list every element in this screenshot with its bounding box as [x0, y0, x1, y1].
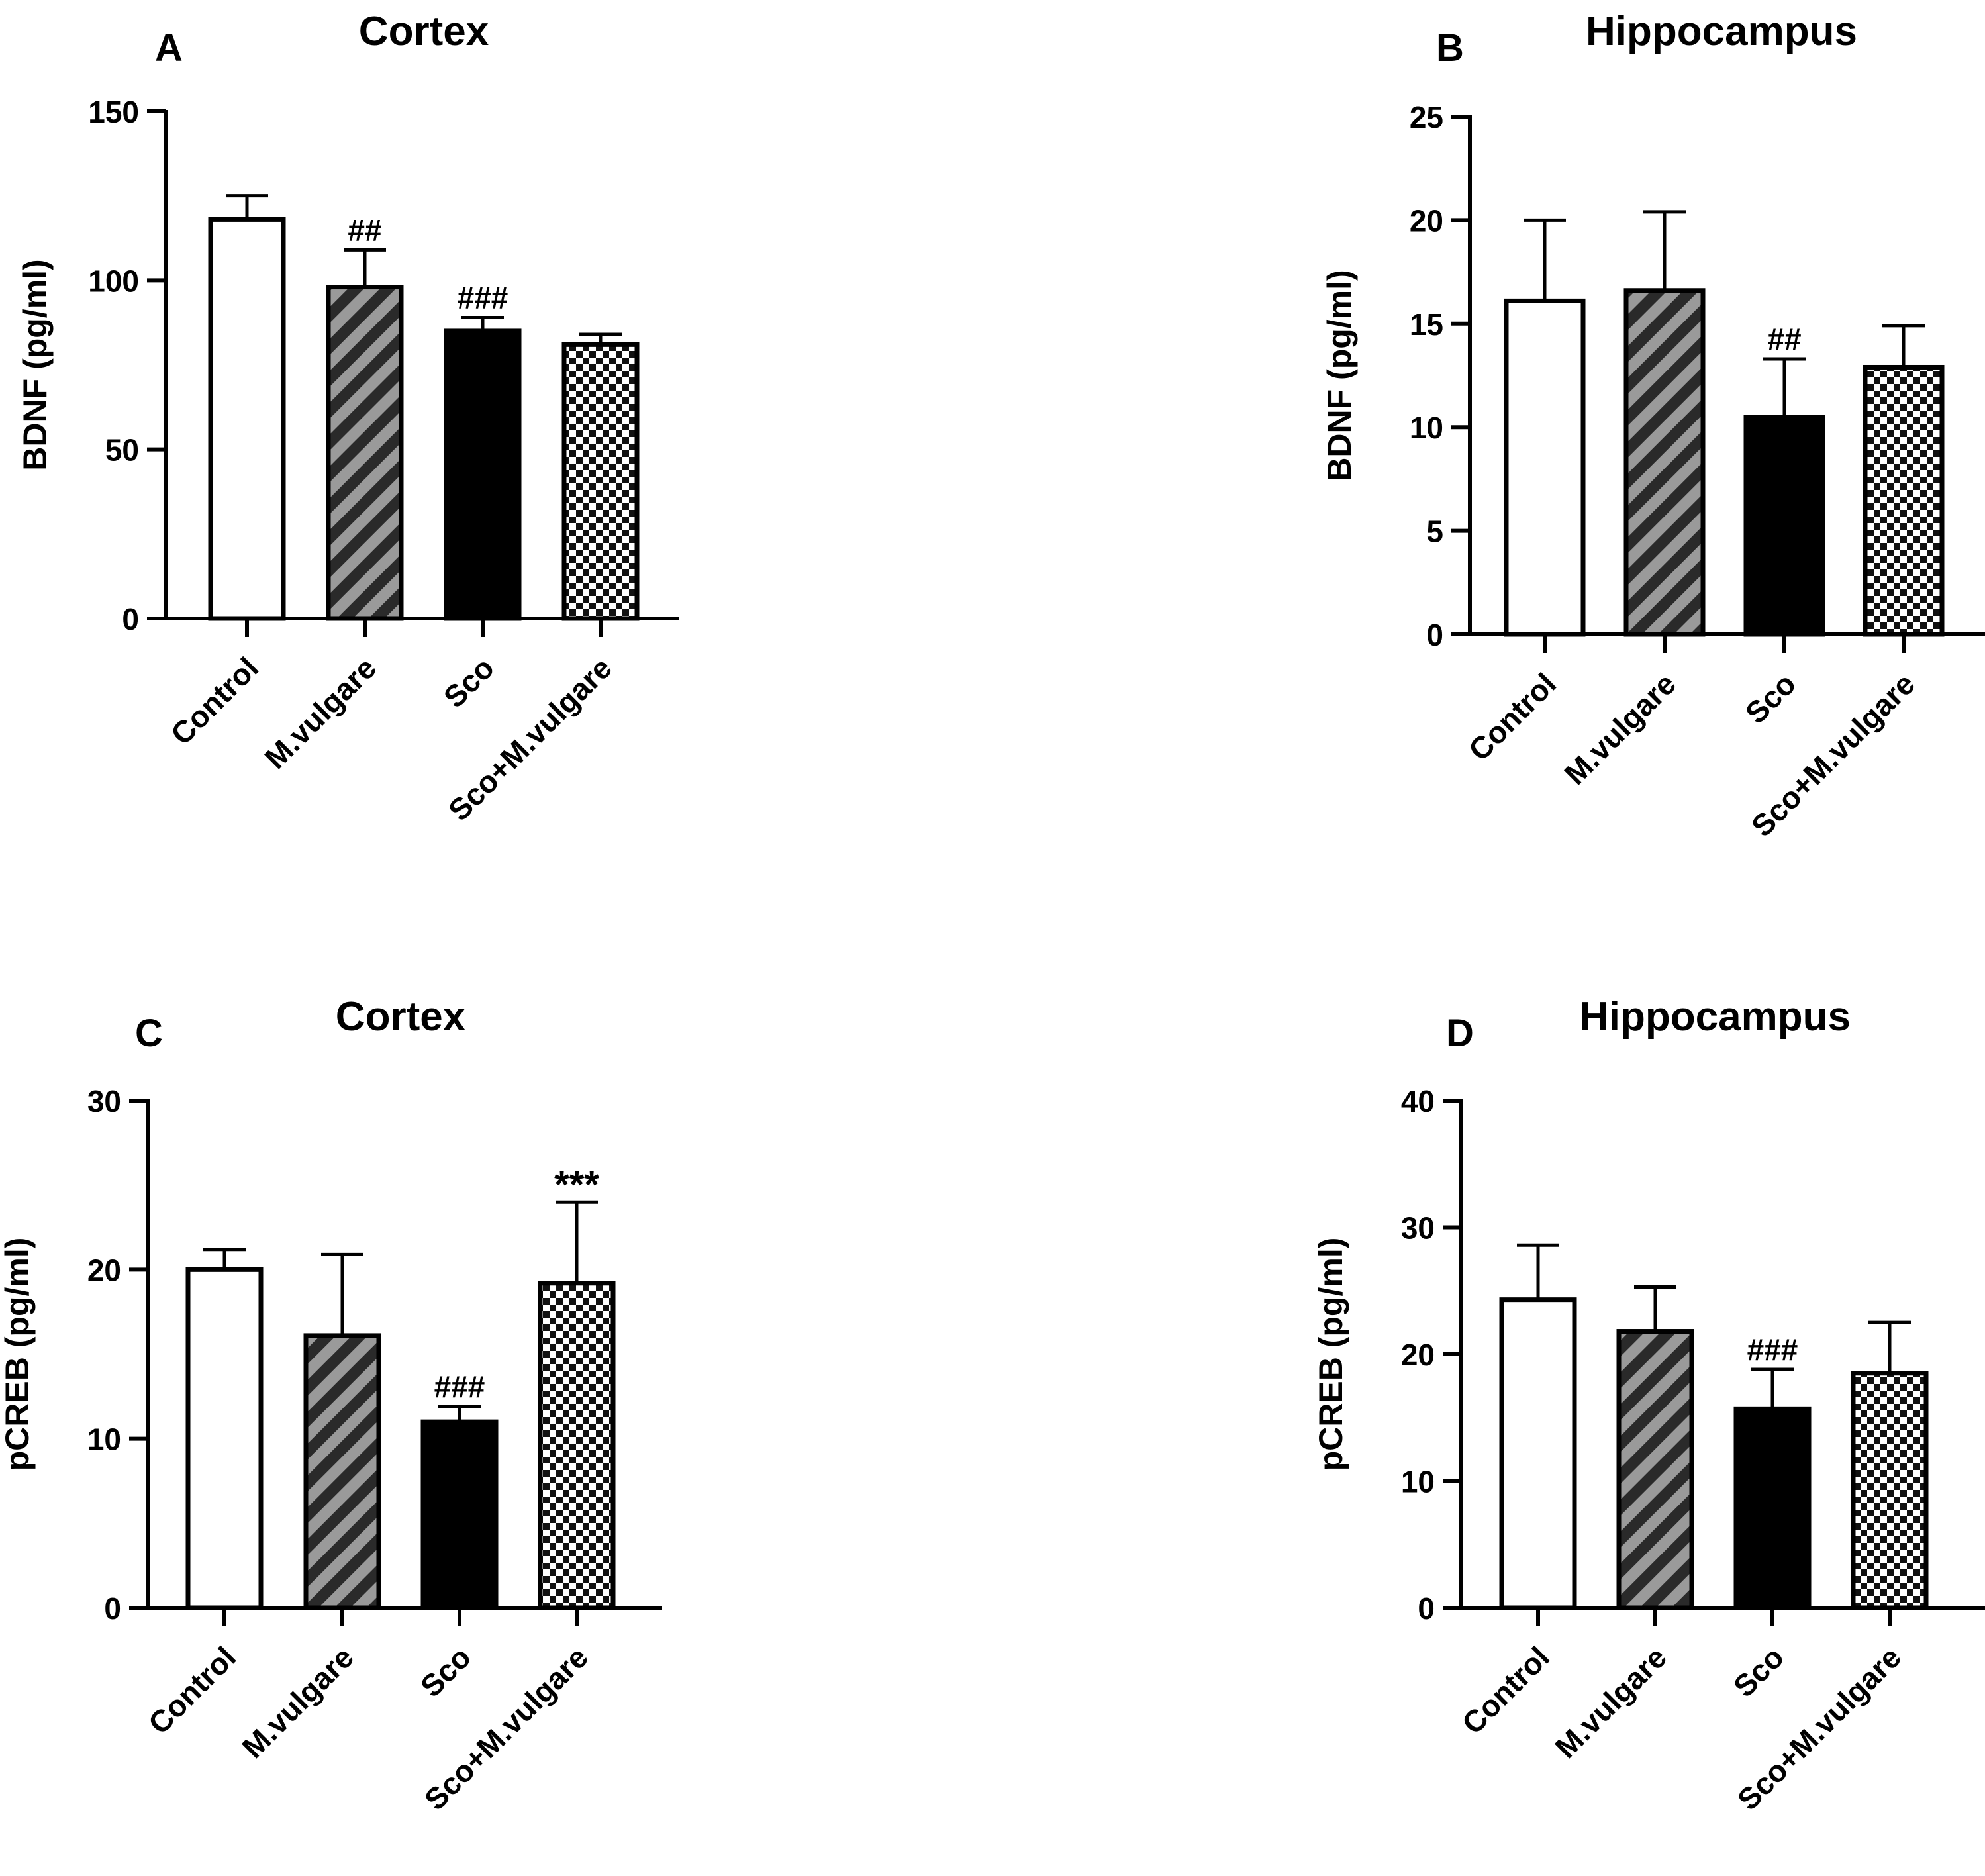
x-tick-label: Sco: [1739, 666, 1802, 730]
y-tick-label: 0: [122, 602, 139, 636]
y-axis-label: BDNF (pg/ml): [17, 259, 54, 470]
panel-letter: A: [155, 26, 183, 70]
bar-sco: [444, 328, 522, 621]
panel-letter: C: [135, 1012, 163, 1055]
bar-control: [208, 217, 286, 621]
x-tick-label: Control: [1455, 1640, 1556, 1740]
y-tick-label: 10: [1410, 411, 1443, 445]
bar-m-vulgare: [303, 1333, 381, 1610]
x-tick-label: Sco: [437, 650, 501, 714]
y-tick-label: 100: [88, 264, 139, 298]
bar-m-vulgare: [326, 285, 404, 621]
x-tick-label: Sco: [1727, 1640, 1790, 1703]
bar-sco-m-vulgare: [538, 1281, 616, 1610]
chart-title: Hippocampus: [1579, 994, 1851, 1040]
y-tick-label: 20: [87, 1253, 121, 1287]
bar-sco-m-vulgare: [1851, 1371, 1929, 1610]
y-tick-label: 50: [105, 433, 139, 468]
significance-label: ##: [348, 213, 381, 247]
y-tick-label: 30: [87, 1084, 121, 1118]
y-tick-label: 15: [1410, 307, 1443, 342]
x-tick-label: Sco: [414, 1640, 477, 1703]
y-axis-label: pCREB (pg/ml): [0, 1238, 36, 1471]
y-tick-label: 0: [104, 1591, 121, 1626]
bar-control: [1499, 1297, 1577, 1610]
x-tick-label: Control: [1462, 666, 1563, 767]
y-tick-label: 0: [1418, 1591, 1435, 1626]
significance-label: ###: [458, 281, 508, 315]
y-tick-label: 10: [1401, 1465, 1435, 1499]
chart-title: Hippocampus: [1586, 9, 1857, 54]
bar-sco-m-vulgare: [561, 342, 640, 621]
y-axis-label: BDNF (pg/ml): [1321, 270, 1358, 481]
panel-letter: B: [1436, 26, 1464, 70]
bar-sco-m-vulgare: [1863, 364, 1945, 637]
x-tick-label: M.vulgare: [235, 1640, 360, 1765]
significance-label: ***: [554, 1163, 599, 1207]
y-tick-label: 40: [1401, 1084, 1435, 1118]
x-tick-label: Control: [142, 1640, 242, 1740]
bar-sco: [1743, 415, 1825, 637]
y-tick-label: 25: [1410, 100, 1443, 134]
chart-title: Cortex: [336, 994, 466, 1040]
bar-sco: [420, 1419, 499, 1610]
y-tick-label: 20: [1401, 1338, 1435, 1372]
bar-control: [1504, 298, 1586, 637]
significance-label: ##: [1767, 322, 1801, 356]
x-tick-label: Control: [164, 650, 265, 751]
chart-panel-b: B Hippocampus BDNF (pg/ml) 0 5 10 15 20 25 Contro…: [1321, 9, 1985, 844]
y-tick-label: 20: [1410, 203, 1443, 238]
bar-m-vulgare: [1616, 1329, 1694, 1610]
bar-sco: [1733, 1406, 1812, 1610]
y-tick-label: 5: [1426, 515, 1443, 549]
chart-title: Cortex: [359, 9, 489, 54]
panel-letter: D: [1446, 1012, 1474, 1055]
x-tick-label: M.vulgare: [258, 650, 383, 775]
bar-m-vulgare: [1623, 288, 1706, 637]
chart-panel-c: C Cortex pCREB (pg/ml) 0 10 20 30 ControlM.vulg…: [0, 994, 662, 1817]
chart-panel-d: D Hippocampus pCREB (pg/ml) 0 10 20 30 40 Contro…: [1312, 994, 1985, 1817]
significance-label: ###: [434, 1369, 485, 1404]
x-tick-label: M.vulgare: [1557, 666, 1682, 791]
bar-control: [185, 1267, 264, 1610]
y-tick-label: 150: [88, 95, 139, 129]
y-tick-label: 0: [1426, 618, 1443, 652]
y-tick-label: 10: [87, 1422, 121, 1457]
y-tick-label: 30: [1401, 1211, 1435, 1246]
significance-label: ###: [1747, 1332, 1798, 1367]
x-tick-label: M.vulgare: [1548, 1640, 1673, 1765]
y-axis-label: pCREB (pg/ml): [1312, 1238, 1349, 1471]
chart-panel-a: A Cortex BDNF (pg/ml) 0 50 100 150 Control ## M.v…: [17, 9, 679, 828]
